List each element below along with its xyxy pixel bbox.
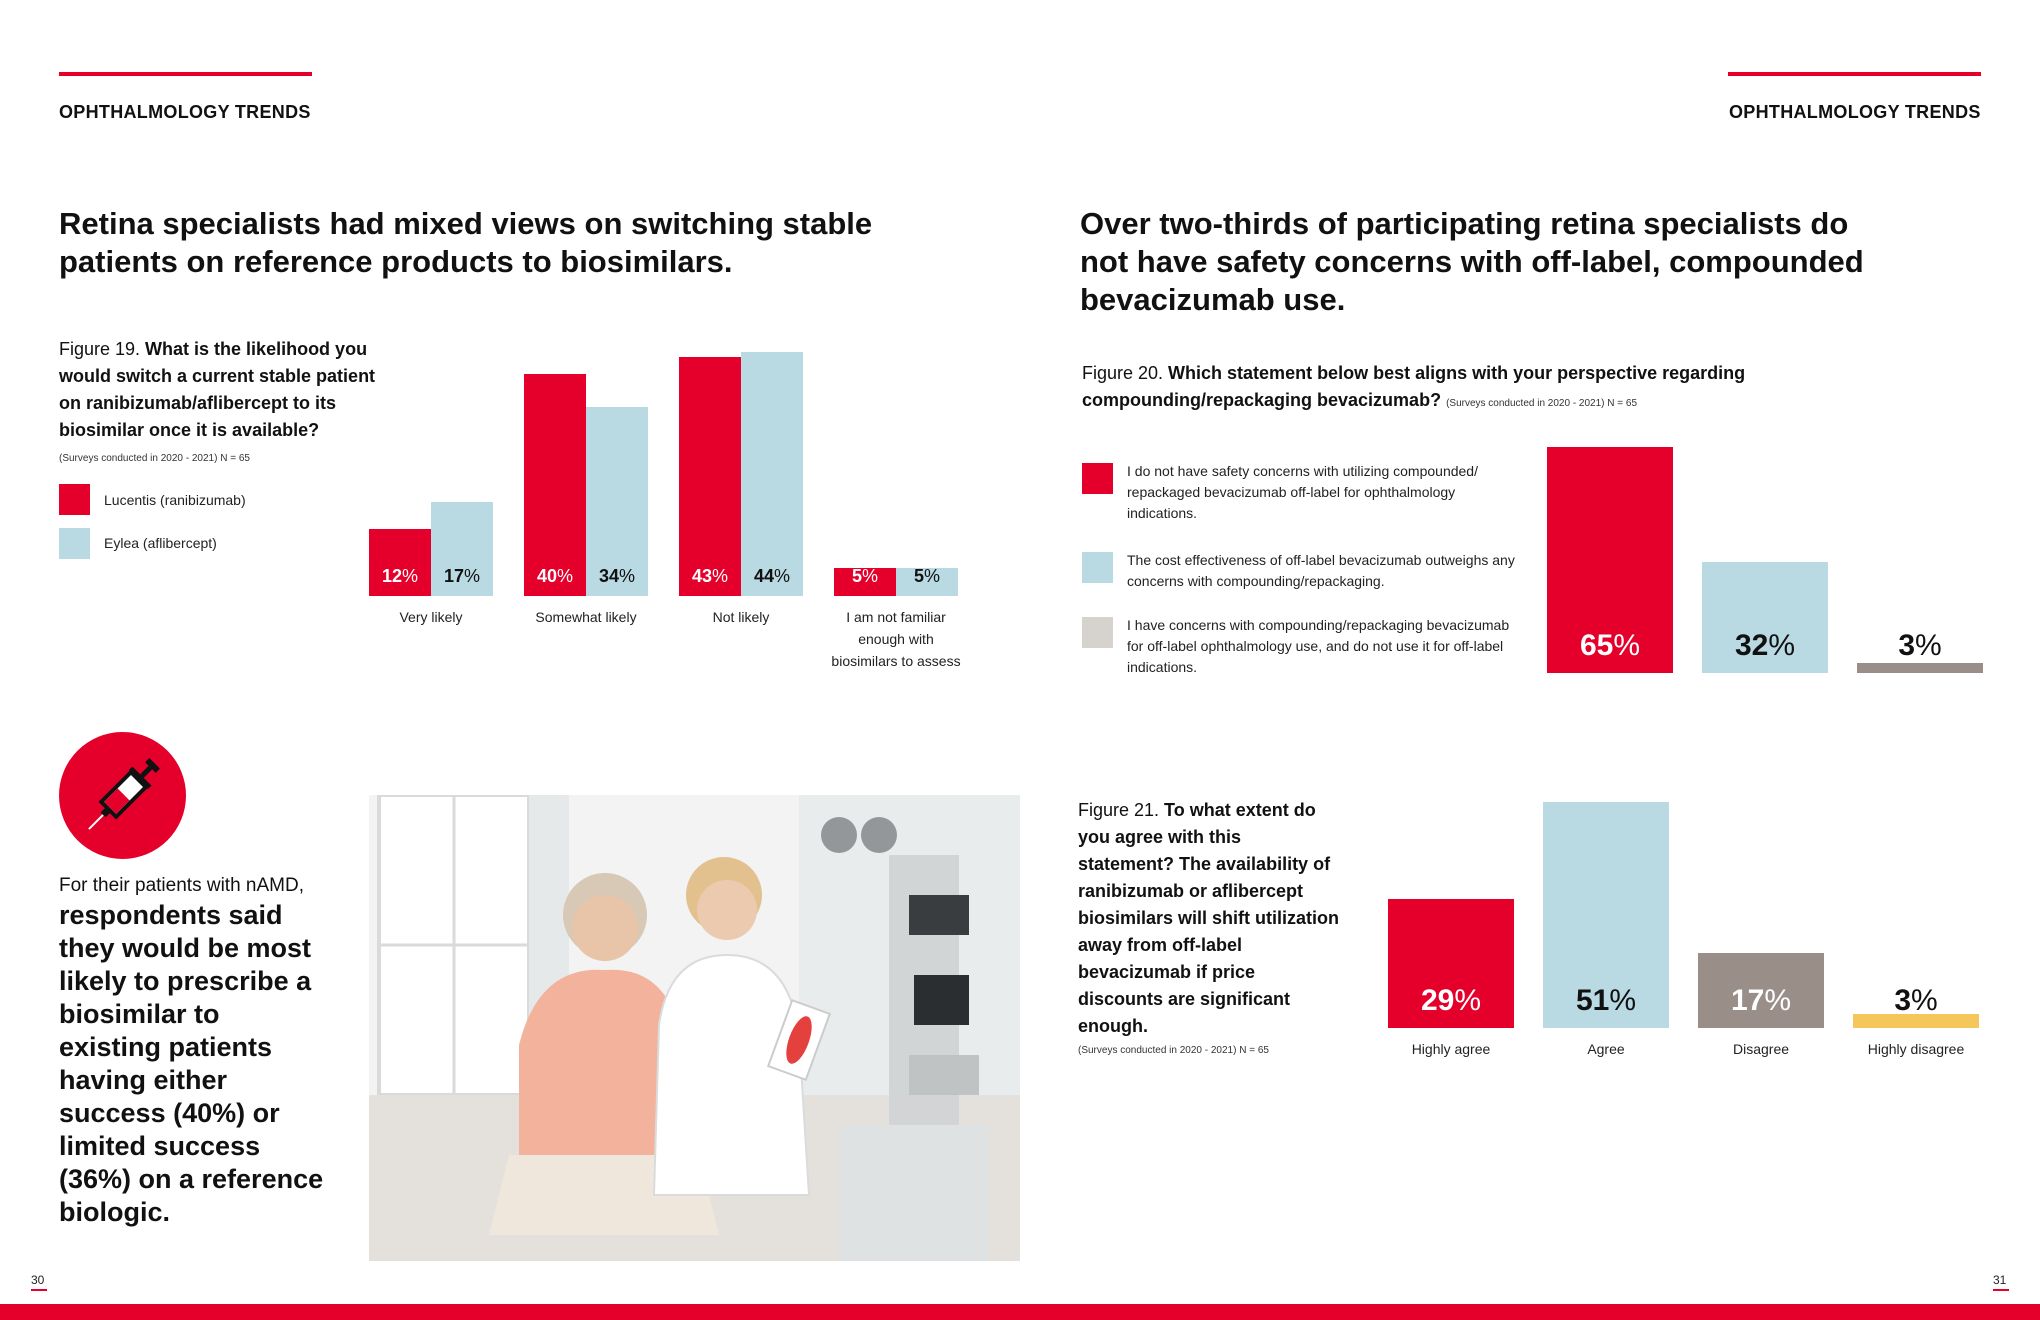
section-label-left: OPHTHALMOLOGY TRENDS — [59, 102, 311, 122]
figure19-value-label: 5% — [913, 566, 941, 586]
figure19-value-label: 12% — [381, 566, 419, 586]
page-number-left: 30 — [31, 1273, 45, 1287]
figure20-bar — [1547, 447, 1673, 673]
figure20-legend-swatch — [1082, 617, 1113, 648]
figure21-caption: Figure 21. To what extent do you agree w… — [1078, 797, 1340, 1040]
figure20-note: (Surveys conducted in 2020 - 2021) N = 6… — [1446, 398, 1638, 409]
page-title-left: Retina specialists had mixed views on sw… — [59, 206, 873, 279]
figure19-category-label: Not likely — [712, 609, 770, 625]
figure19-bar — [369, 529, 431, 596]
page-number-right: 31 — [1993, 1273, 2007, 1287]
figure21-category-label: Agree — [1587, 1041, 1625, 1057]
figure20-legend-swatch — [1082, 463, 1113, 494]
figure21-category-label: Highly agree — [1411, 1041, 1491, 1057]
figure19-bar — [524, 374, 586, 596]
figure21-note: (Surveys conducted in 2020 - 2021) N = 6… — [1078, 1045, 1269, 1056]
figure19-caption: Figure 19. What is the likelihood you wo… — [59, 336, 379, 444]
figure19-bar — [834, 568, 896, 596]
figure19-question: What is the likelihood you would switch … — [59, 339, 376, 440]
figure21-category-label: Disagree — [1732, 1041, 1790, 1057]
page-title-right: Over two-thirds of participating retina … — [1080, 206, 1864, 317]
figure21-value-label: 51% — [1575, 984, 1637, 1017]
page-number-rule-right — [1993, 1289, 2009, 1291]
figure19-bar — [741, 352, 803, 596]
figure20-legend-label: The cost effectiveness of off-label beva… — [1127, 552, 1515, 589]
header-rule-left — [59, 72, 312, 76]
figure21-value-label: 3% — [1894, 984, 1938, 1017]
legend-swatch-eylea — [59, 528, 90, 559]
figure19-value-label: 40% — [536, 566, 574, 586]
figure21-bar — [1388, 899, 1514, 1028]
figure19-bar — [896, 568, 958, 596]
figure20-value-label: 65% — [1579, 629, 1641, 662]
figure19-category-label: I am not familiar enough with biosimilar… — [831, 609, 961, 669]
figure19-value-label: 34% — [598, 566, 636, 586]
figure19-note: (Surveys conducted in 2020 - 2021) N = 6… — [59, 453, 250, 464]
figure19-bar — [431, 502, 493, 596]
sidebar-intro: For their patients with nAMD, — [59, 875, 304, 896]
figure19-category-label: Somewhat likely — [535, 609, 637, 625]
sidebar-emphasis: respondents said they would be most like… — [59, 900, 324, 1227]
figure21-bar — [1853, 1014, 1979, 1028]
figure21-value-label: 29% — [1420, 984, 1482, 1017]
figure20-caption: Figure 20. Which statement below best al… — [1082, 360, 1842, 417]
legend-label-eylea: Eylea (aflibercept) — [104, 535, 217, 551]
figure19-prefix: Figure 19. — [59, 339, 146, 359]
page-number-rule-left — [31, 1289, 47, 1291]
figure20-prefix: Figure 20. — [1082, 363, 1169, 383]
figure19-value-label: 43% — [691, 566, 729, 586]
figure21-bar — [1543, 802, 1669, 1028]
figure21-question: To what extent do you agree with this st… — [1078, 800, 1340, 1036]
figure19-value-label: 5% — [851, 566, 879, 586]
syringe-icon — [59, 732, 186, 859]
figure19-bar — [586, 407, 648, 596]
figure21-value-label: 17% — [1730, 984, 1792, 1017]
legend-swatch-lucentis — [59, 484, 90, 515]
section-label-right: OPHTHALMOLOGY TRENDS — [1729, 102, 1981, 122]
figure20-legend-swatch — [1082, 552, 1113, 583]
footer-bar — [0, 1304, 2040, 1320]
sidebar-callout: For their patients with nAMD, respondent… — [59, 872, 329, 1229]
figure20-question: Which statement below best aligns with y… — [1082, 363, 1746, 410]
figure20-value-label: 32% — [1734, 629, 1796, 662]
figure20-value-label: 3% — [1898, 629, 1942, 662]
header-rule-right — [1728, 72, 1981, 76]
figure19-category-label: Very likely — [399, 609, 463, 625]
figure20-bar — [1702, 562, 1828, 673]
figure20-legend-label: I have concerns with compounding/repacka… — [1127, 617, 1510, 675]
doctor-patient-photo — [369, 795, 1020, 1261]
figure19-bar — [679, 357, 741, 596]
figure21-prefix: Figure 21. — [1078, 800, 1165, 820]
figure21-bar — [1698, 953, 1824, 1028]
figure20-legend-label: I do not have safety concerns with utili… — [1127, 463, 1478, 521]
legend-label-lucentis: Lucentis (ranibizumab) — [104, 492, 246, 508]
figure19-value-label: 44% — [753, 566, 791, 586]
figure21-category-label: Highly disagree — [1867, 1041, 1965, 1057]
figure19-value-label: 17% — [443, 566, 481, 586]
figure20-bar — [1857, 663, 1983, 673]
